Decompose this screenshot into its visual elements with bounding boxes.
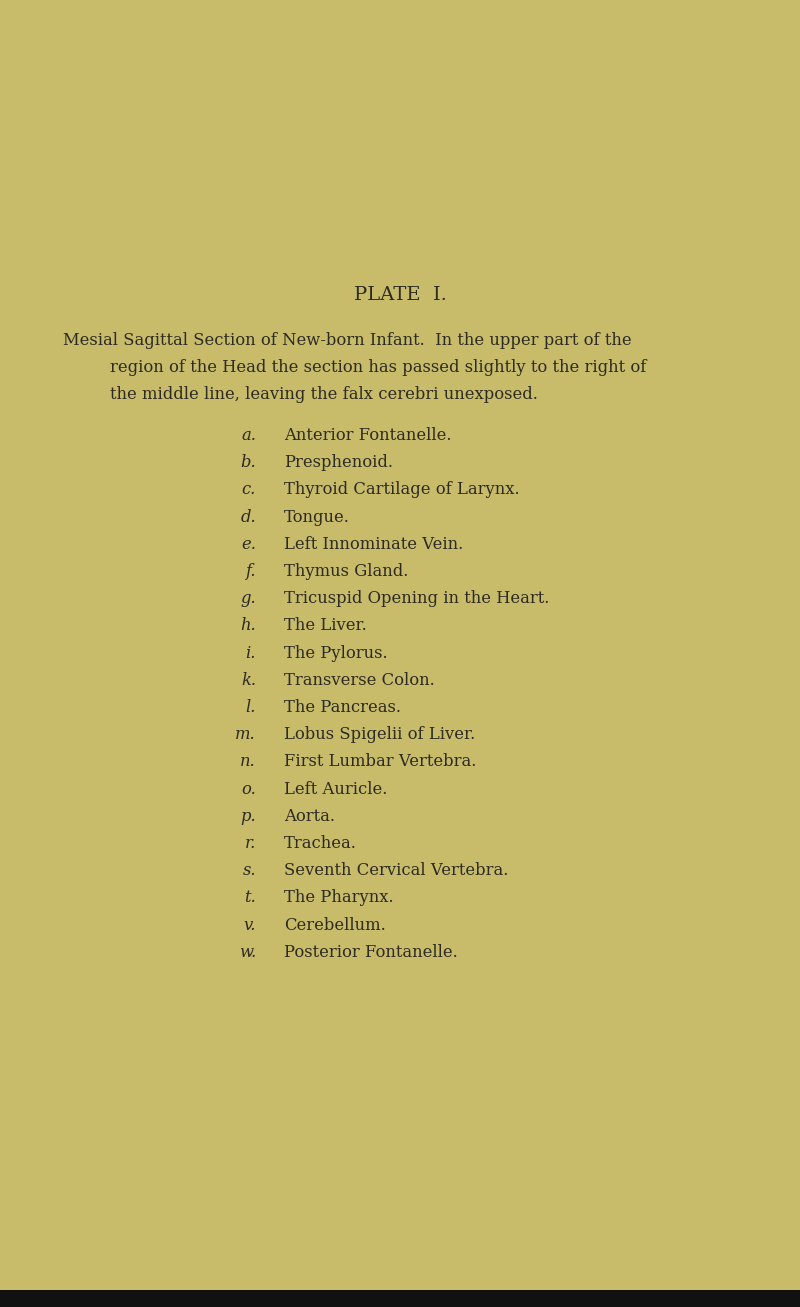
Text: Cerebellum.: Cerebellum. <box>284 916 386 933</box>
Text: c.: c. <box>242 481 256 498</box>
Text: The Pharynx.: The Pharynx. <box>284 889 394 906</box>
Text: e.: e. <box>241 536 256 553</box>
Text: Left Auricle.: Left Auricle. <box>284 780 387 797</box>
Text: o.: o. <box>241 780 256 797</box>
Text: the middle line, leaving the falx cerebri unexposed.: the middle line, leaving the falx cerebr… <box>110 386 538 403</box>
Text: p.: p. <box>240 808 256 825</box>
Text: s.: s. <box>242 863 256 880</box>
Text: v.: v. <box>243 916 256 933</box>
Bar <box>0 1290 800 1307</box>
Text: h.: h. <box>240 617 256 634</box>
Text: Left Innominate Vein.: Left Innominate Vein. <box>284 536 463 553</box>
Text: Anterior Fontanelle.: Anterior Fontanelle. <box>284 427 451 444</box>
Text: Thyroid Cartilage of Larynx.: Thyroid Cartilage of Larynx. <box>284 481 520 498</box>
Text: i.: i. <box>246 644 256 661</box>
Text: b.: b. <box>240 455 256 472</box>
Text: g.: g. <box>240 591 256 608</box>
Text: Mesial Sagittal Section of New-born Infant.  In the upper part of the: Mesial Sagittal Section of New-born Infa… <box>63 332 632 349</box>
Text: m.: m. <box>235 727 256 744</box>
Text: The Pylorus.: The Pylorus. <box>284 644 388 661</box>
Text: Posterior Fontanelle.: Posterior Fontanelle. <box>284 944 458 961</box>
Text: r.: r. <box>245 835 256 852</box>
Text: Thymus Gland.: Thymus Gland. <box>284 563 408 580</box>
Text: n.: n. <box>240 753 256 770</box>
Text: Trachea.: Trachea. <box>284 835 357 852</box>
Text: Tongue.: Tongue. <box>284 508 350 525</box>
Text: k.: k. <box>241 672 256 689</box>
Text: The Pancreas.: The Pancreas. <box>284 699 401 716</box>
Text: w.: w. <box>238 944 256 961</box>
Text: Presphenoid.: Presphenoid. <box>284 455 393 472</box>
Text: Lobus Spigelii of Liver.: Lobus Spigelii of Liver. <box>284 727 475 744</box>
Text: f.: f. <box>246 563 256 580</box>
Text: The Liver.: The Liver. <box>284 617 366 634</box>
Text: First Lumbar Vertebra.: First Lumbar Vertebra. <box>284 753 476 770</box>
Text: a.: a. <box>241 427 256 444</box>
Text: Seventh Cervical Vertebra.: Seventh Cervical Vertebra. <box>284 863 508 880</box>
Text: Tricuspid Opening in the Heart.: Tricuspid Opening in the Heart. <box>284 591 550 608</box>
Text: region of the Head the section has passed slightly to the right of: region of the Head the section has passe… <box>110 359 646 376</box>
Text: t.: t. <box>244 889 256 906</box>
Text: d.: d. <box>240 508 256 525</box>
Text: Aorta.: Aorta. <box>284 808 335 825</box>
Text: Transverse Colon.: Transverse Colon. <box>284 672 434 689</box>
Text: l.: l. <box>246 699 256 716</box>
Text: PLATE  I.: PLATE I. <box>354 286 446 305</box>
